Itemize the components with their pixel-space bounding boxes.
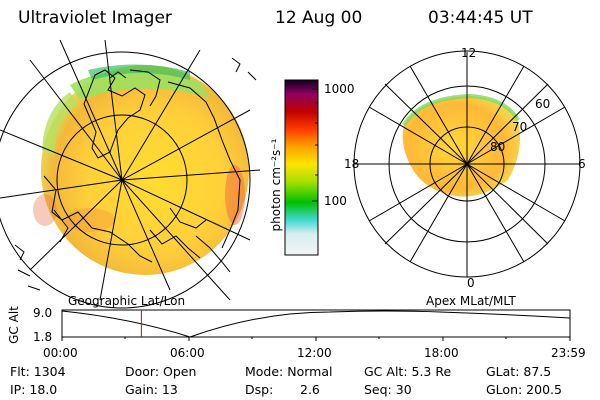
dsp-label: Dsp: xyxy=(245,382,274,397)
colorbar-label-1000: 1000 xyxy=(324,82,355,96)
apex-polar-plot xyxy=(353,50,581,278)
colorbar-unit-label: photon cm⁻²s⁻¹ xyxy=(269,138,283,232)
lat-label-60: 60 xyxy=(535,97,551,111)
orbit-xtick-1200: 12:00 xyxy=(297,346,332,360)
mode-info: Mode: Normal xyxy=(245,364,333,379)
date-label: 12 Aug 00 xyxy=(275,8,363,28)
orbit-xtick-1800: 18:00 xyxy=(424,346,459,360)
geographic-caption: Geographic Lat/Lon xyxy=(68,294,186,308)
orbit-xtick-0600: 06:00 xyxy=(170,346,205,360)
continent-outlines xyxy=(14,57,257,291)
orbit-plot xyxy=(61,309,571,341)
orbit-ytick-9: 9.0 xyxy=(33,306,53,320)
ip-info: IP: 18.0 xyxy=(10,382,58,397)
colorbar-label-100: 100 xyxy=(324,194,347,208)
glon-info: GLon: 200.5 xyxy=(486,382,562,397)
door-info: Door: Open xyxy=(125,364,197,379)
geographic-grid xyxy=(0,39,261,309)
lat-label-80: 80 xyxy=(490,140,506,154)
gain-info: Gain: 13 xyxy=(125,382,178,397)
orbit-xtick-0000: 00:00 xyxy=(43,346,78,360)
seq-info: Seq: 30 xyxy=(364,382,412,397)
mlt-label-6: 6 xyxy=(578,157,586,171)
orbit-ylabel: GC Alt xyxy=(7,306,21,344)
dsp-value: 2.6 xyxy=(300,382,320,397)
lat-label-70: 70 xyxy=(512,120,528,134)
orbit-ytick-1.8: 1.8 xyxy=(33,330,53,344)
earth-disk xyxy=(33,64,249,275)
flt-info: Flt: 1304 xyxy=(10,364,66,379)
orbit-xtick-2359: 23:59 xyxy=(551,346,586,360)
gc-alt-info: GC Alt: 5.3 Re xyxy=(364,364,452,379)
glat-info: GLat: 87.5 xyxy=(486,364,552,379)
mlt-label-0: 0 xyxy=(467,276,475,290)
instrument-title: Ultraviolet Imager xyxy=(18,8,172,28)
mlt-label-18: 18 xyxy=(344,157,360,171)
mlt-label-12: 12 xyxy=(461,46,477,60)
time-label: 03:44:45 UT xyxy=(428,8,533,28)
colorbar xyxy=(284,79,319,256)
apex-caption: Apex MLat/MLT xyxy=(426,294,516,308)
orbit-x-ticks xyxy=(61,337,571,341)
